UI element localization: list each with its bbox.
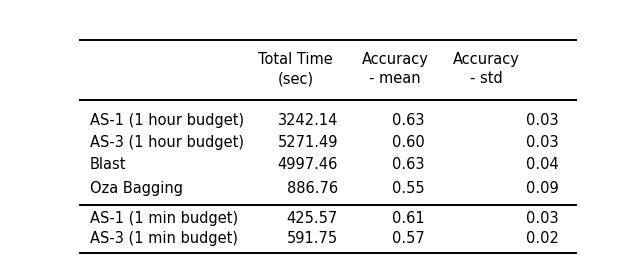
Text: AS-3 (1 min budget): AS-3 (1 min budget) [90,230,238,246]
Text: Blast: Blast [90,157,127,172]
Text: 886.76: 886.76 [287,181,338,196]
Text: AS-3 (1 hour budget): AS-3 (1 hour budget) [90,135,244,150]
Text: 0.03: 0.03 [526,211,559,226]
Text: 3242.14: 3242.14 [278,113,338,128]
Text: AS-1 (1 hour budget): AS-1 (1 hour budget) [90,113,244,128]
Text: 5271.49: 5271.49 [277,135,338,150]
Text: Accuracy
- mean: Accuracy - mean [362,53,428,86]
Text: 0.03: 0.03 [526,135,559,150]
Text: 0.61: 0.61 [392,211,425,226]
Text: 0.63: 0.63 [392,113,425,128]
Text: 0.55: 0.55 [392,181,425,196]
Text: 591.75: 591.75 [287,230,338,246]
Text: 4997.46: 4997.46 [278,157,338,172]
Text: Oza Bagging: Oza Bagging [90,181,183,196]
Text: 0.04: 0.04 [526,157,559,172]
Text: AS-1 (1 min budget): AS-1 (1 min budget) [90,211,238,226]
Text: 0.60: 0.60 [392,135,425,150]
Text: 425.57: 425.57 [287,211,338,226]
Text: 0.63: 0.63 [392,157,425,172]
Text: Total Time
(sec): Total Time (sec) [259,53,333,86]
Text: 0.57: 0.57 [392,230,425,246]
Text: 0.09: 0.09 [526,181,559,196]
Text: 0.03: 0.03 [526,113,559,128]
Text: Accuracy
- std: Accuracy - std [453,53,520,86]
Text: 0.02: 0.02 [526,230,559,246]
